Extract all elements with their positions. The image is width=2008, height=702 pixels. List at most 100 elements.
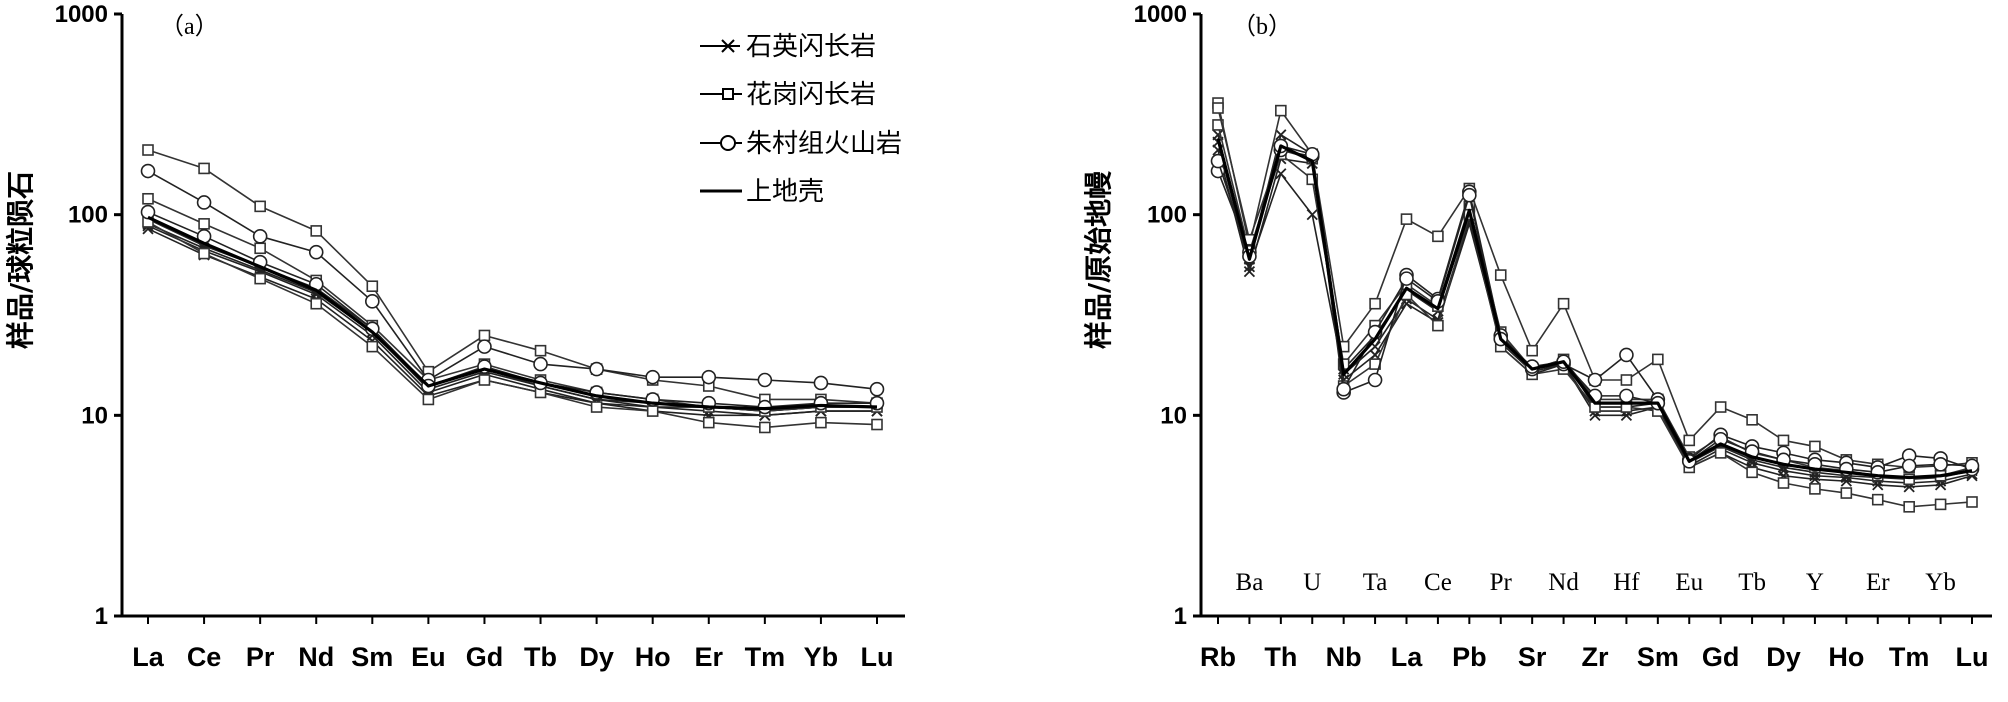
x-tick-label: La bbox=[132, 642, 164, 672]
data-point-square bbox=[1494, 269, 1507, 281]
data-point-circle bbox=[140, 163, 156, 179]
data-point-x bbox=[1306, 209, 1318, 221]
x-tick-label: Dy bbox=[579, 642, 614, 672]
x-tick-label: Ce bbox=[187, 642, 222, 672]
x-tick-label: Er bbox=[695, 642, 724, 672]
x-tick-label: Tm bbox=[1889, 642, 1930, 672]
x-tick-label: Yb bbox=[804, 642, 839, 672]
data-point-square bbox=[1809, 440, 1821, 453]
data-point-square bbox=[1400, 213, 1413, 225]
x-tick-label: Sm bbox=[351, 642, 393, 672]
legend-entry-zhucun-volcanic: 朱村组火山岩 bbox=[700, 129, 902, 159]
x-inner-label: U bbox=[1303, 569, 1321, 596]
series-line-quartz bbox=[1217, 149, 1973, 484]
x-tick-label: Th bbox=[1264, 642, 1297, 672]
data-point-circle bbox=[1367, 372, 1383, 388]
data-point-square bbox=[759, 421, 771, 434]
data-point-square bbox=[1903, 473, 1915, 486]
data-point-square bbox=[646, 405, 659, 417]
data-point-circle bbox=[308, 244, 324, 260]
axes-a: 1 10 100 1000 bbox=[55, 1, 905, 630]
x-tick-labels-b: Rb Ba Th U Nb Ta La Ce Pb Pr Sr Nd Zr Hf Sm Eu Gd Tb Dy Y Ho… bbox=[1200, 569, 1989, 672]
data-point-square bbox=[1714, 401, 1727, 413]
data-point-square bbox=[478, 374, 491, 386]
x-tick-label: Eu bbox=[411, 642, 446, 672]
data-point-circle bbox=[140, 204, 156, 220]
y-tick-label: 10 bbox=[1160, 402, 1187, 429]
chart-panel-b: 样品/原始地幔 （b） 1 10 100 1000 Rb Ba Th U Nb Ta La Ce Pb… bbox=[1082, 1, 1992, 672]
data-point-square bbox=[1903, 501, 1915, 513]
series-line-volcanic bbox=[147, 170, 878, 390]
data-point-square bbox=[1432, 230, 1444, 243]
data-point-square bbox=[1652, 353, 1664, 366]
data-point-square bbox=[534, 344, 547, 357]
y-axis-label-a: 样品/球粒陨石 bbox=[4, 171, 37, 349]
x-tick-label: Sm bbox=[1637, 642, 1679, 672]
data-point-square bbox=[1432, 319, 1444, 332]
data-point-square bbox=[1746, 414, 1758, 426]
x-inner-label: Ba bbox=[1236, 569, 1264, 596]
data-point-square bbox=[1871, 493, 1884, 506]
data-point-square bbox=[1557, 297, 1570, 310]
data-point-square bbox=[1683, 434, 1696, 447]
square-marker-icon bbox=[722, 88, 734, 100]
data-point-circle bbox=[365, 294, 380, 309]
data-point-square bbox=[1966, 496, 1978, 508]
data-point-x bbox=[1746, 457, 1758, 469]
data-point-circle bbox=[645, 369, 660, 385]
data-point-square bbox=[1777, 434, 1790, 447]
x-tick-label: Pb bbox=[1452, 642, 1487, 672]
y-tick-label: 1 bbox=[95, 603, 108, 630]
data-point-square bbox=[1212, 102, 1224, 114]
legend-label-granodiorite: 花岗闪长岩 bbox=[746, 80, 876, 110]
data-point-square bbox=[1777, 477, 1790, 489]
data-point-circle bbox=[533, 356, 548, 372]
data-point-square bbox=[198, 218, 210, 230]
y-tick-label: 100 bbox=[68, 202, 108, 229]
data-point-circle bbox=[1901, 458, 1917, 474]
data-point-circle bbox=[757, 372, 773, 388]
legend-entry-upper-crust: 上地壳 bbox=[700, 177, 824, 207]
data-point-circle bbox=[1619, 347, 1634, 363]
data-point-square bbox=[366, 280, 379, 293]
data-point-square bbox=[1746, 466, 1758, 479]
data-point-square bbox=[198, 162, 210, 175]
data-point-x bbox=[1777, 465, 1790, 477]
x-inner-label: Tb bbox=[1738, 569, 1766, 596]
data-point-circle bbox=[1619, 388, 1634, 404]
x-tick-label: Rb bbox=[1200, 642, 1236, 672]
data-point-circle bbox=[477, 339, 492, 354]
x-marker-icon bbox=[721, 39, 735, 53]
data-point-circle bbox=[701, 369, 717, 385]
data-point-square bbox=[254, 272, 266, 285]
data-point-circle bbox=[1587, 372, 1603, 388]
x-inner-label: Er bbox=[1866, 569, 1890, 596]
x-tick-label: Lu bbox=[1956, 642, 1989, 672]
series-line-granodiorite bbox=[147, 221, 878, 429]
data-point-square bbox=[815, 416, 827, 429]
y-tick-label: 10 bbox=[81, 402, 108, 429]
data-point-square bbox=[366, 340, 379, 353]
x-tick-label: Nb bbox=[1326, 642, 1362, 672]
data-point-circle bbox=[813, 395, 829, 411]
data-point-square bbox=[1306, 173, 1319, 186]
series-line-granodiorite bbox=[147, 149, 878, 404]
data-point-x bbox=[1243, 266, 1256, 278]
legend-label-zhucun-volcanic: 朱村组火山岩 bbox=[746, 129, 902, 159]
legend-label-upper-crust: 上地壳 bbox=[746, 177, 824, 207]
data-point-circle bbox=[1462, 187, 1477, 203]
data-point-circle bbox=[1964, 458, 1980, 474]
data-point-circle bbox=[869, 381, 885, 397]
series-line-granodiorite bbox=[147, 198, 877, 412]
data-point-square bbox=[1212, 119, 1224, 131]
legend-entry-granodiorite: 花岗闪长岩 bbox=[700, 80, 876, 110]
y-tick-label: 1 bbox=[1174, 603, 1187, 630]
data-point-square bbox=[310, 297, 323, 310]
x-tick-label: Ho bbox=[1828, 642, 1864, 672]
x-tick-label: Gd bbox=[1702, 642, 1740, 672]
data-point-square bbox=[478, 329, 491, 342]
data-point-circle bbox=[813, 375, 829, 391]
x-tick-label: La bbox=[1391, 642, 1423, 672]
x-inner-label: Yb bbox=[1925, 569, 1956, 596]
